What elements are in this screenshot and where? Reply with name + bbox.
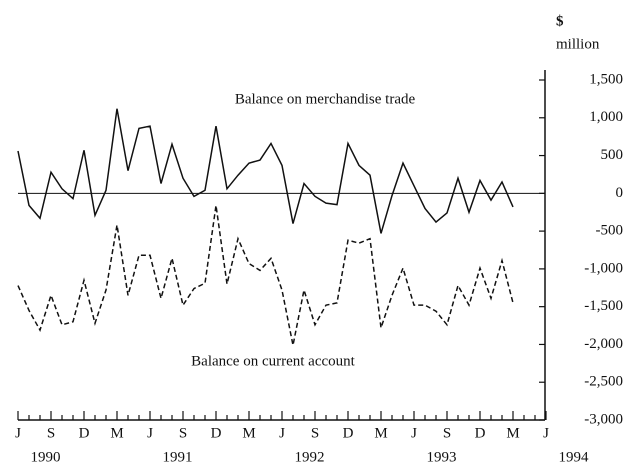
y-tick-label: -500 <box>596 223 624 239</box>
series-line <box>17 108 514 234</box>
x-tick-label: M <box>110 425 123 441</box>
y-tick-label: -2,000 <box>584 336 623 352</box>
x-tick-label: J <box>543 425 549 441</box>
y-unit: $ <box>556 13 564 29</box>
year-label: 1990 <box>31 449 61 465</box>
annotation: Balance on merchandise trade <box>235 91 416 107</box>
x-tick-label: S <box>443 425 451 441</box>
y-tick-label: -1,000 <box>584 260 623 276</box>
x-tick-label: M <box>242 425 255 441</box>
y-tick-label: 0 <box>616 185 624 201</box>
y-tick-label: -3,000 <box>584 411 623 427</box>
x-tick-label: D <box>211 425 222 441</box>
x-tick-label: J <box>15 425 21 441</box>
y-tick-label: 1,000 <box>589 109 623 125</box>
x-tick-label: M <box>506 425 519 441</box>
y-tick-label: 500 <box>601 147 624 163</box>
x-tick-label: M <box>374 425 387 441</box>
x-tick-label: S <box>179 425 187 441</box>
y-tick-label: -1,500 <box>584 298 623 314</box>
x-tick-label: S <box>47 425 55 441</box>
year-label: 1993 <box>427 449 457 465</box>
year-label: 1991 <box>163 449 193 465</box>
year-label: 1994 <box>559 449 590 465</box>
x-tick-label: S <box>311 425 319 441</box>
annotation: Balance on current account <box>191 353 355 369</box>
x-tick-label: D <box>79 425 90 441</box>
x-tick-label: D <box>343 425 354 441</box>
x-tick-label: J <box>411 425 417 441</box>
year-label: 1992 <box>295 449 325 465</box>
y-unit: million <box>556 36 600 52</box>
x-tick-label: D <box>475 425 486 441</box>
y-tick-label: -2,500 <box>584 374 623 390</box>
y-tick-label: 1,500 <box>589 71 623 87</box>
x-tick-label: J <box>279 425 285 441</box>
series-line <box>17 205 514 346</box>
x-tick-label: J <box>147 425 153 441</box>
